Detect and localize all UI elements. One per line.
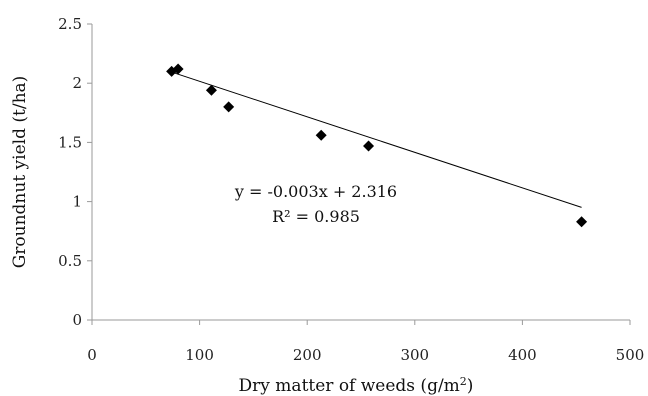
y-tick-label: 0.5 — [58, 252, 82, 270]
x-tick-label: 400 — [508, 346, 537, 364]
y-axis: 0 0.5 1 1.5 2 2.5 — [58, 15, 93, 329]
data-point — [315, 129, 327, 141]
data-point — [223, 101, 235, 113]
r-squared-label: R² = 0.985 — [272, 207, 360, 226]
x-axis-title-sup: 2 — [460, 375, 467, 388]
data-point — [576, 216, 588, 228]
y-tick-label: 1.5 — [58, 133, 82, 151]
data-points — [166, 63, 588, 228]
y-tick-label: 1 — [72, 193, 82, 211]
x-tick-label: 300 — [400, 346, 429, 364]
x-tick-label: 0 — [87, 346, 97, 364]
y-axis-title: Groundnut yield (t/ha) — [10, 76, 30, 269]
data-point — [172, 63, 184, 75]
x-tick-label: 500 — [616, 346, 645, 364]
y-tick-label: 2.5 — [58, 15, 82, 33]
x-axis-title-main: Dry matter of weeds (g/m — [239, 376, 460, 396]
y-tick-label: 0 — [72, 311, 82, 329]
data-point — [363, 140, 375, 152]
equation-label: y = -0.003x + 2.316 — [234, 182, 397, 201]
y-tick-label: 2 — [72, 74, 82, 92]
trendline-group — [171, 71, 582, 208]
data-point — [205, 84, 217, 96]
x-axis: 0 100 200 300 400 500 — [87, 319, 645, 364]
trendline — [171, 71, 582, 208]
x-tick-label: 100 — [185, 346, 214, 364]
x-axis-title: Dry matter of weeds (g/m2) — [239, 375, 474, 396]
x-tick-label: 200 — [293, 346, 322, 364]
x-axis-title-end: ) — [467, 376, 474, 396]
